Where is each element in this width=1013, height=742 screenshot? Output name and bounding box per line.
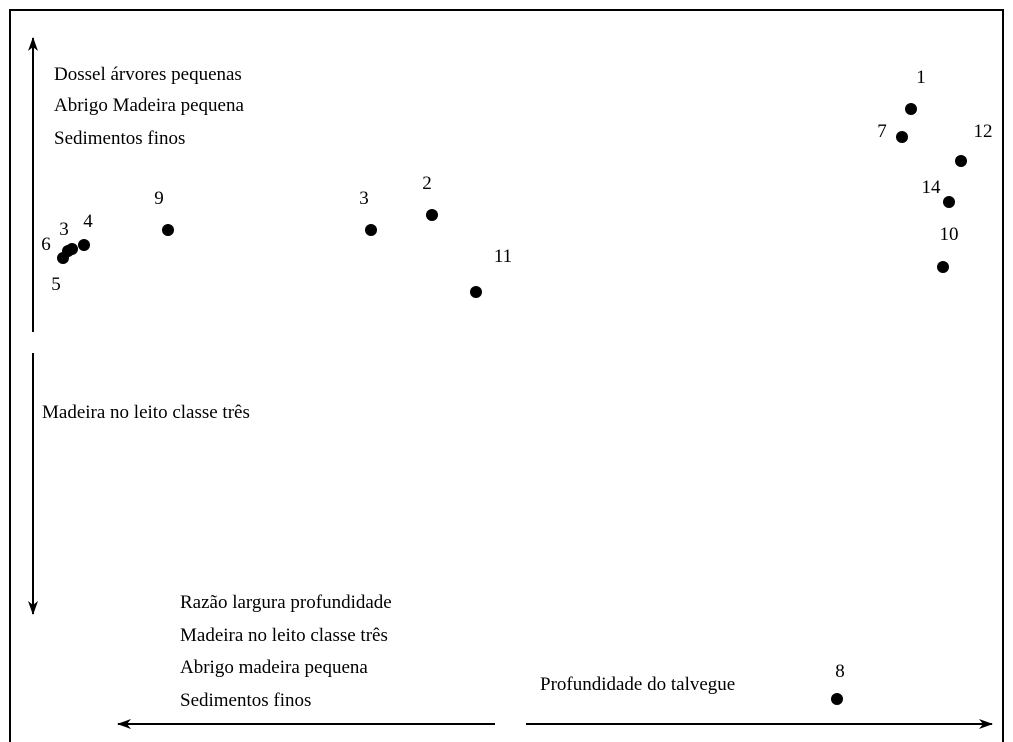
point [955,155,967,167]
point [66,243,78,255]
point-label: 3 [59,219,69,240]
point [470,286,482,298]
point-label: 7 [877,121,887,142]
point-label: 14 [922,177,942,198]
annotation: Dossel árvores pequenas [54,64,242,85]
point-label: 1 [916,67,926,88]
annotation: Madeira no leito classe três [42,402,250,423]
annotation: Sedimentos finos [180,690,311,711]
annotation: Profundidade do talvegue [540,674,735,695]
point [365,224,377,236]
annotation: Sedimentos finos [54,128,185,149]
point-label: 8 [835,661,845,682]
point [905,103,917,115]
point-label: 5 [51,274,61,295]
annotation: Abrigo madeira pequena [180,657,368,678]
point [78,239,90,251]
point [831,693,843,705]
point [896,131,908,143]
point-label: 9 [154,188,164,209]
point-label: 10 [940,224,959,245]
point-label: 3 [359,188,369,209]
point [943,196,955,208]
point-label: 2 [422,173,432,194]
frame [9,9,1004,742]
point-label: 4 [83,211,93,232]
point [162,224,174,236]
point [937,261,949,273]
point [426,209,438,221]
annotation: Razão largura profundidade [180,592,392,613]
point-label: 6 [41,234,51,255]
point-label: 12 [974,121,993,142]
point-label: 11 [494,246,512,267]
annotation: Madeira no leito classe três [180,625,388,646]
annotation: Abrigo Madeira pequena [54,95,244,116]
